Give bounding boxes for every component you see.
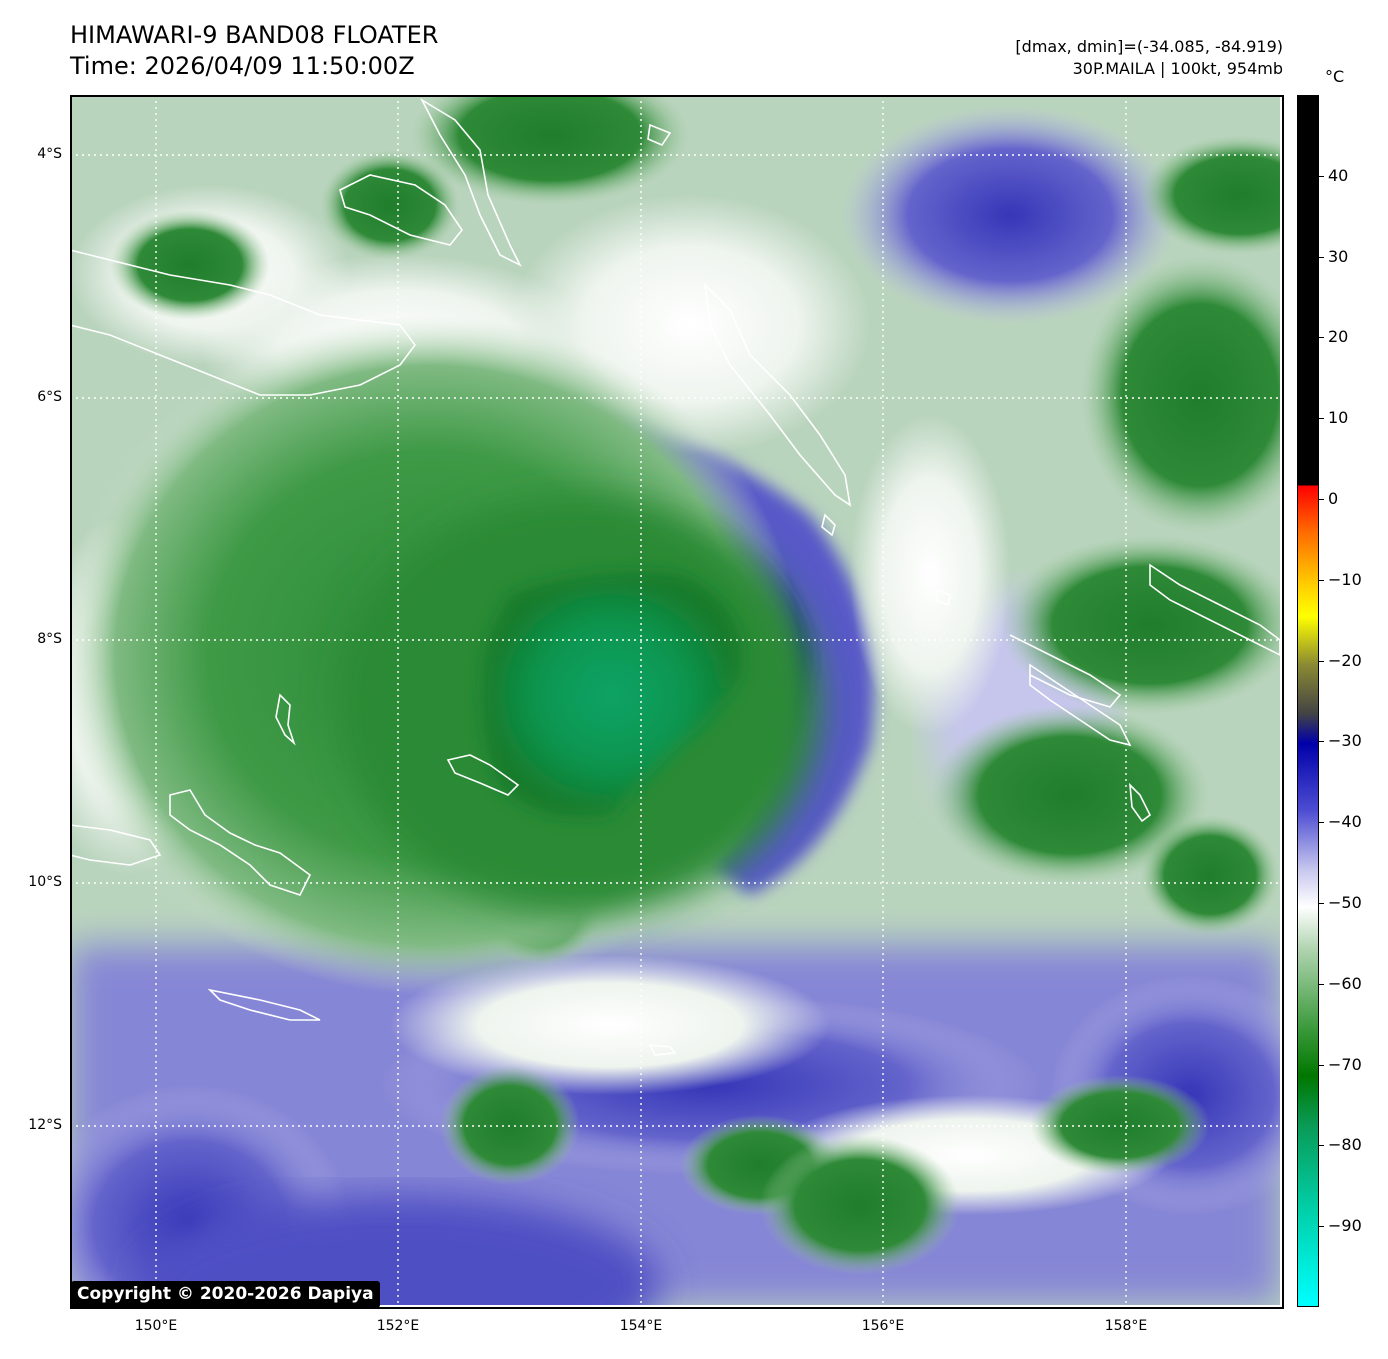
colorbar-tick-label: −90: [1328, 1216, 1362, 1235]
island-outline-solomon-choiseul: [1149, 563, 1280, 656]
island-outline-solomon-isabel: [1029, 663, 1132, 747]
latitude-label: 4°S: [37, 146, 62, 162]
storm-info-text: 30P.MAILA | 100kt, 954mb: [1072, 59, 1283, 78]
satellite-map: [70, 95, 1280, 1305]
colorbar-tick: [1319, 499, 1324, 500]
latitude-label: 6°S: [37, 389, 62, 405]
longitude-label: 150°E: [134, 1318, 178, 1334]
colorbar-tick: [1319, 418, 1324, 419]
colorbar-tick: [1319, 1145, 1324, 1146]
colorbar-tick-label: 40: [1328, 166, 1349, 185]
image-time: Time: 2026/04/09 11:50:00Z: [70, 52, 415, 80]
colorbar-tick-label: 20: [1328, 327, 1349, 346]
colorbar-tick-label: −30: [1328, 731, 1362, 750]
colorbar-tick: [1319, 741, 1324, 742]
longitude-label: 158°E: [1104, 1318, 1148, 1334]
longitude-label: 154°E: [619, 1318, 663, 1334]
colorbar-tick: [1319, 337, 1324, 338]
island-outline-new-ireland: [419, 97, 522, 267]
colorbar-tick: [1319, 257, 1324, 258]
island-outline-new-britain-west: [339, 174, 463, 246]
colorbar-tick-label: 30: [1328, 247, 1349, 266]
colorbar-tick: [1319, 580, 1324, 581]
island-outline-trobriand: [275, 693, 296, 746]
image-title: HIMAWARI-9 BAND08 FLOATER: [70, 21, 439, 49]
island-outline-bougainville: [703, 282, 852, 507]
data-range-text: [dmax, dmin]=(-34.085, -84.919): [1015, 37, 1283, 56]
longitude-label: 152°E: [376, 1318, 420, 1334]
copyright-badge: Copyright © 2020-2026 Dapiya: [71, 1281, 380, 1308]
colorbar-tick: [1319, 822, 1324, 823]
colorbar: [1297, 95, 1319, 1307]
colorbar-tick-label: −70: [1328, 1055, 1362, 1074]
longitude-label: 156°E: [861, 1318, 905, 1334]
colorbar-tick-label: 10: [1328, 408, 1349, 427]
latitude-label: 10°S: [28, 874, 62, 890]
colorbar-tick-label: −10: [1328, 570, 1362, 589]
latitude-label: 8°S: [37, 631, 62, 647]
latitude-label: 12°S: [28, 1117, 62, 1133]
colorbar-tick: [1319, 984, 1324, 985]
colorbar-unit: °C: [1325, 67, 1345, 86]
colorbar-tick-label: −50: [1328, 893, 1362, 912]
colorbar-tick: [1319, 903, 1324, 904]
colorbar-tick: [1319, 661, 1324, 662]
graticule: [70, 95, 1280, 1305]
colorbar-tick: [1319, 1065, 1324, 1066]
colorbar-tick-label: −80: [1328, 1135, 1362, 1154]
cloud-field: [70, 95, 1280, 1305]
colorbar-tick: [1319, 1226, 1324, 1227]
colorbar-tick: [1319, 176, 1324, 177]
colorbar-tick-label: −60: [1328, 974, 1362, 993]
colorbar-tick-label: −40: [1328, 812, 1362, 831]
coastlines: [70, 97, 1280, 1056]
colorbar-tick-label: −20: [1328, 651, 1362, 670]
colorbar-tick-label: 0: [1328, 489, 1339, 508]
island-outline-louisiade: [169, 789, 312, 896]
island-outline-woodlark: [446, 754, 520, 796]
